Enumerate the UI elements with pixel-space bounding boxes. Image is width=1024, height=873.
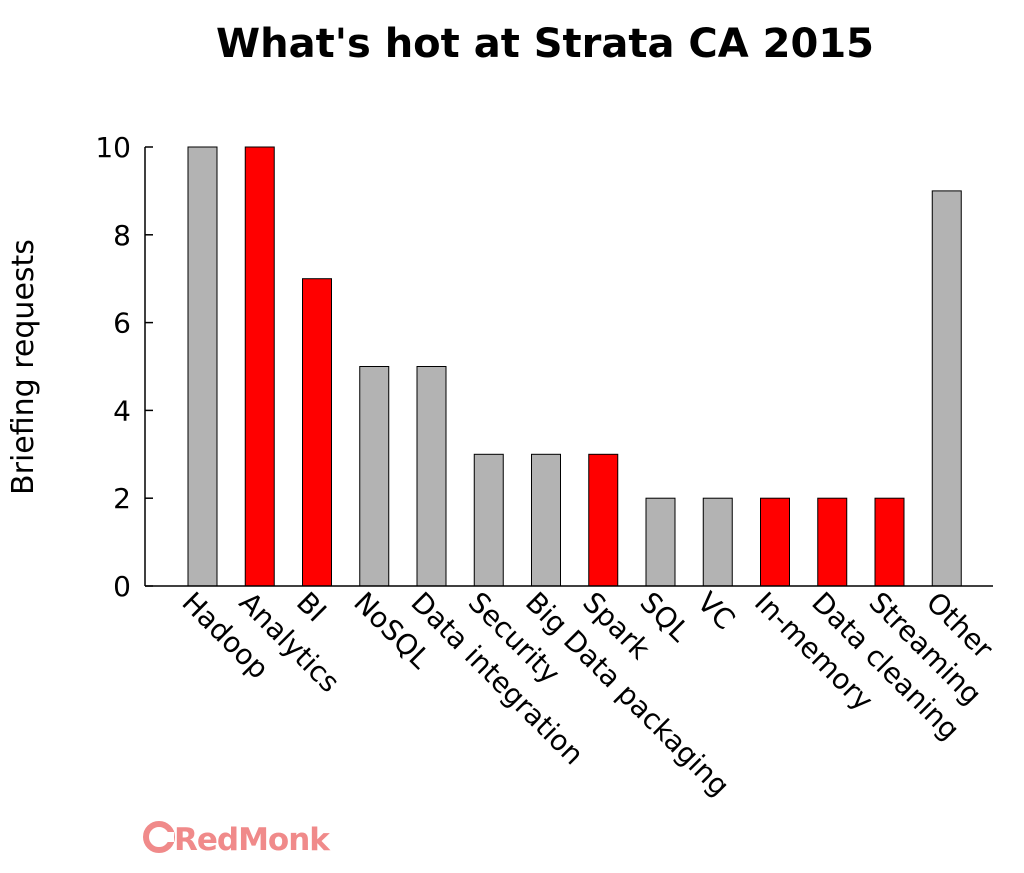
y-axis-label: Briefing requests [6, 239, 41, 495]
bar-data-cleaning [817, 497, 848, 587]
bar-sql [645, 497, 676, 587]
bar-hadoop [187, 146, 218, 587]
redmonk-logo: RedMonk [143, 821, 332, 858]
bar-nosql [359, 366, 390, 587]
bar-big-data-packaging [531, 453, 561, 587]
axes-layer [144, 147, 993, 587]
redmonk-logo-text: RedMonk [174, 822, 331, 858]
y-tick-label: 6 [113, 307, 131, 340]
bar-spark [588, 453, 619, 587]
x-tick-label: BI [290, 586, 333, 629]
y-tick-label: 4 [113, 394, 131, 427]
bar-vc [702, 497, 733, 587]
y-tick-label: 0 [113, 570, 131, 603]
bar-data-integration [416, 366, 447, 587]
bar-bi [302, 278, 332, 587]
chart-title: What's hot at Strata CA 2015 [216, 21, 874, 67]
bar-security [473, 453, 504, 587]
x-tick-label: VC [691, 586, 742, 637]
bar-other [931, 190, 962, 587]
redmonk-logo-icon [143, 821, 175, 853]
bar-in-memory [760, 497, 790, 587]
bar-analytics [244, 146, 275, 587]
y-ticks-layer: 0 2 4 6 8 10 [95, 131, 153, 603]
bars-layer [187, 146, 962, 587]
y-tick-label: 10 [95, 131, 131, 164]
y-tick-label: 2 [113, 482, 131, 515]
y-tick-label: 8 [113, 219, 131, 252]
bar-streaming [874, 497, 905, 587]
